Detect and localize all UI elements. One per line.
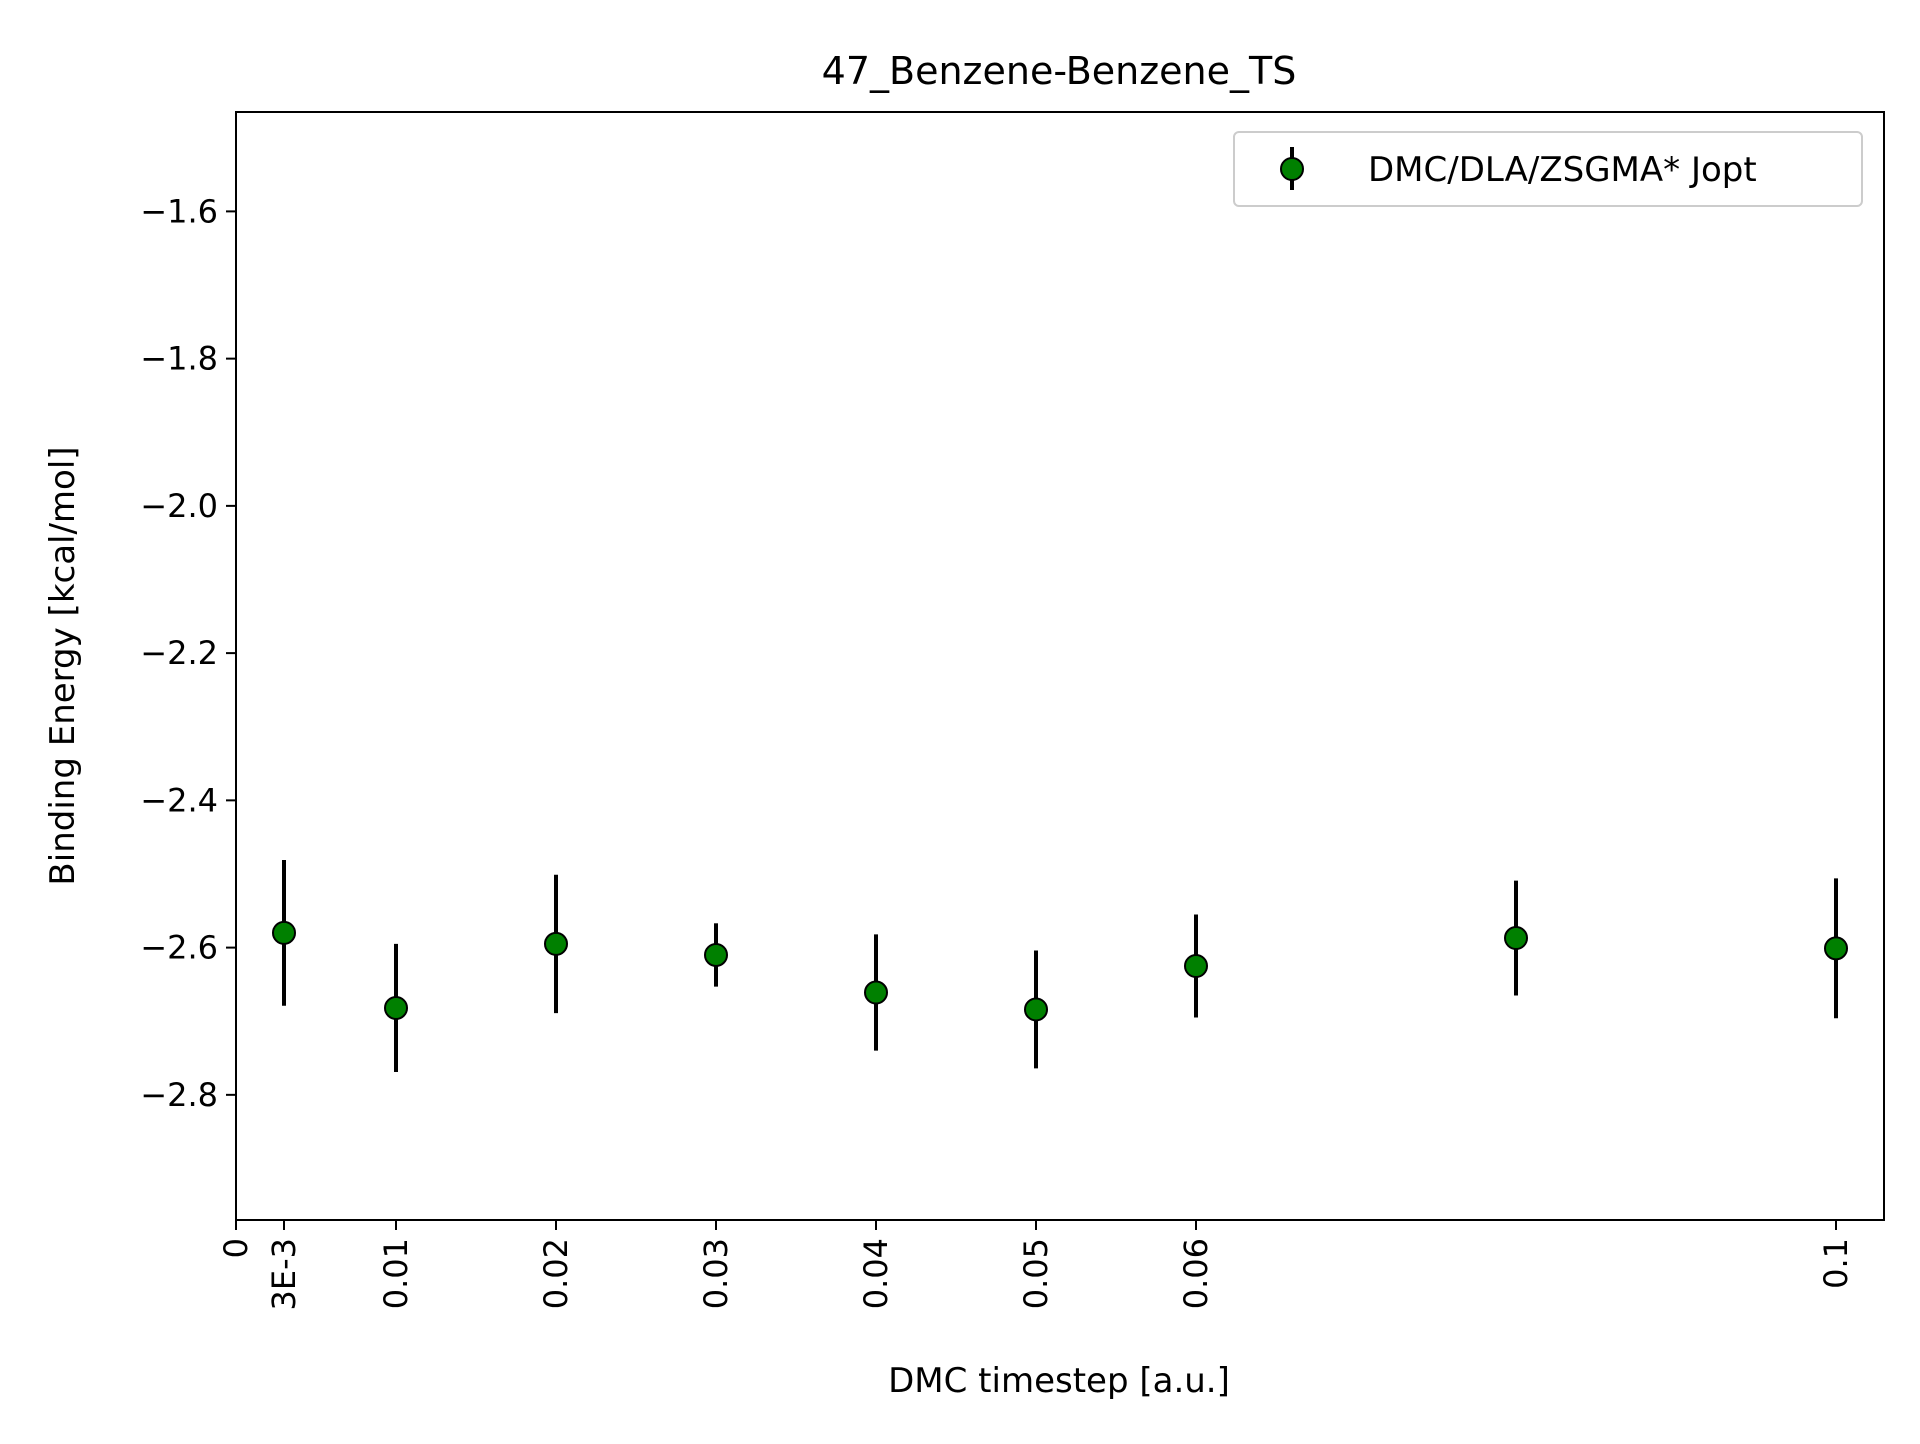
legend-marker-icon [1280,157,1304,181]
y-tick-label: −1.8 [140,340,218,378]
y-axis-ticks: −1.6 −1.8 −2.0 −2.2 −2.4 −2.6 −2.8 [140,192,236,1114]
legend-label: DMC/DLA/ZSGMA* Jopt [1368,150,1757,190]
y-axis-label: Binding Energy [kcal/mol] [43,446,83,885]
y-tick-label: −2.8 [140,1076,218,1114]
y-tick-label: −2.6 [140,929,218,967]
data-point [1824,936,1848,961]
data-point [1504,926,1528,951]
y-tick-label: −1.6 [140,192,218,230]
x-tick-label: 0.04 [857,1238,895,1309]
data-point [1184,954,1208,979]
chart-title: 47_Benzene-Benzene_TS [822,49,1297,93]
plot-area [236,112,1884,1220]
y-tick-label: −2.2 [140,634,218,672]
data-point [864,980,888,1005]
x-tick-label: 0.02 [537,1238,575,1309]
y-tick-label: −2.4 [140,781,218,819]
x-tick-label: 0.1 [1817,1238,1855,1289]
data-points [272,920,1848,1022]
x-tick-label: 0.01 [377,1238,415,1309]
y-tick-label: −2.0 [140,487,218,525]
data-point [272,920,296,945]
x-tick-label: 0.06 [1177,1238,1215,1309]
legend: DMC/DLA/ZSGMA* Jopt [1233,131,1863,207]
x-tick-label: 0.03 [697,1238,735,1309]
data-point [384,995,408,1020]
legend-box [1233,131,1863,207]
data-point [1024,997,1048,1022]
plot-frame [235,111,1885,1221]
x-axis-label: DMC timestep [a.u.] [888,1361,1230,1401]
x-axis-ticks: 0 3E-3 0.01 0.02 0.03 0.04 0.05 0.06 0.1 [217,1220,1855,1310]
x-tick-label: 0.05 [1017,1238,1055,1309]
data-point [544,931,568,956]
x-tick-label: 0 [217,1238,255,1258]
data-point [704,942,728,967]
x-tick-label: 3E-3 [265,1238,303,1310]
